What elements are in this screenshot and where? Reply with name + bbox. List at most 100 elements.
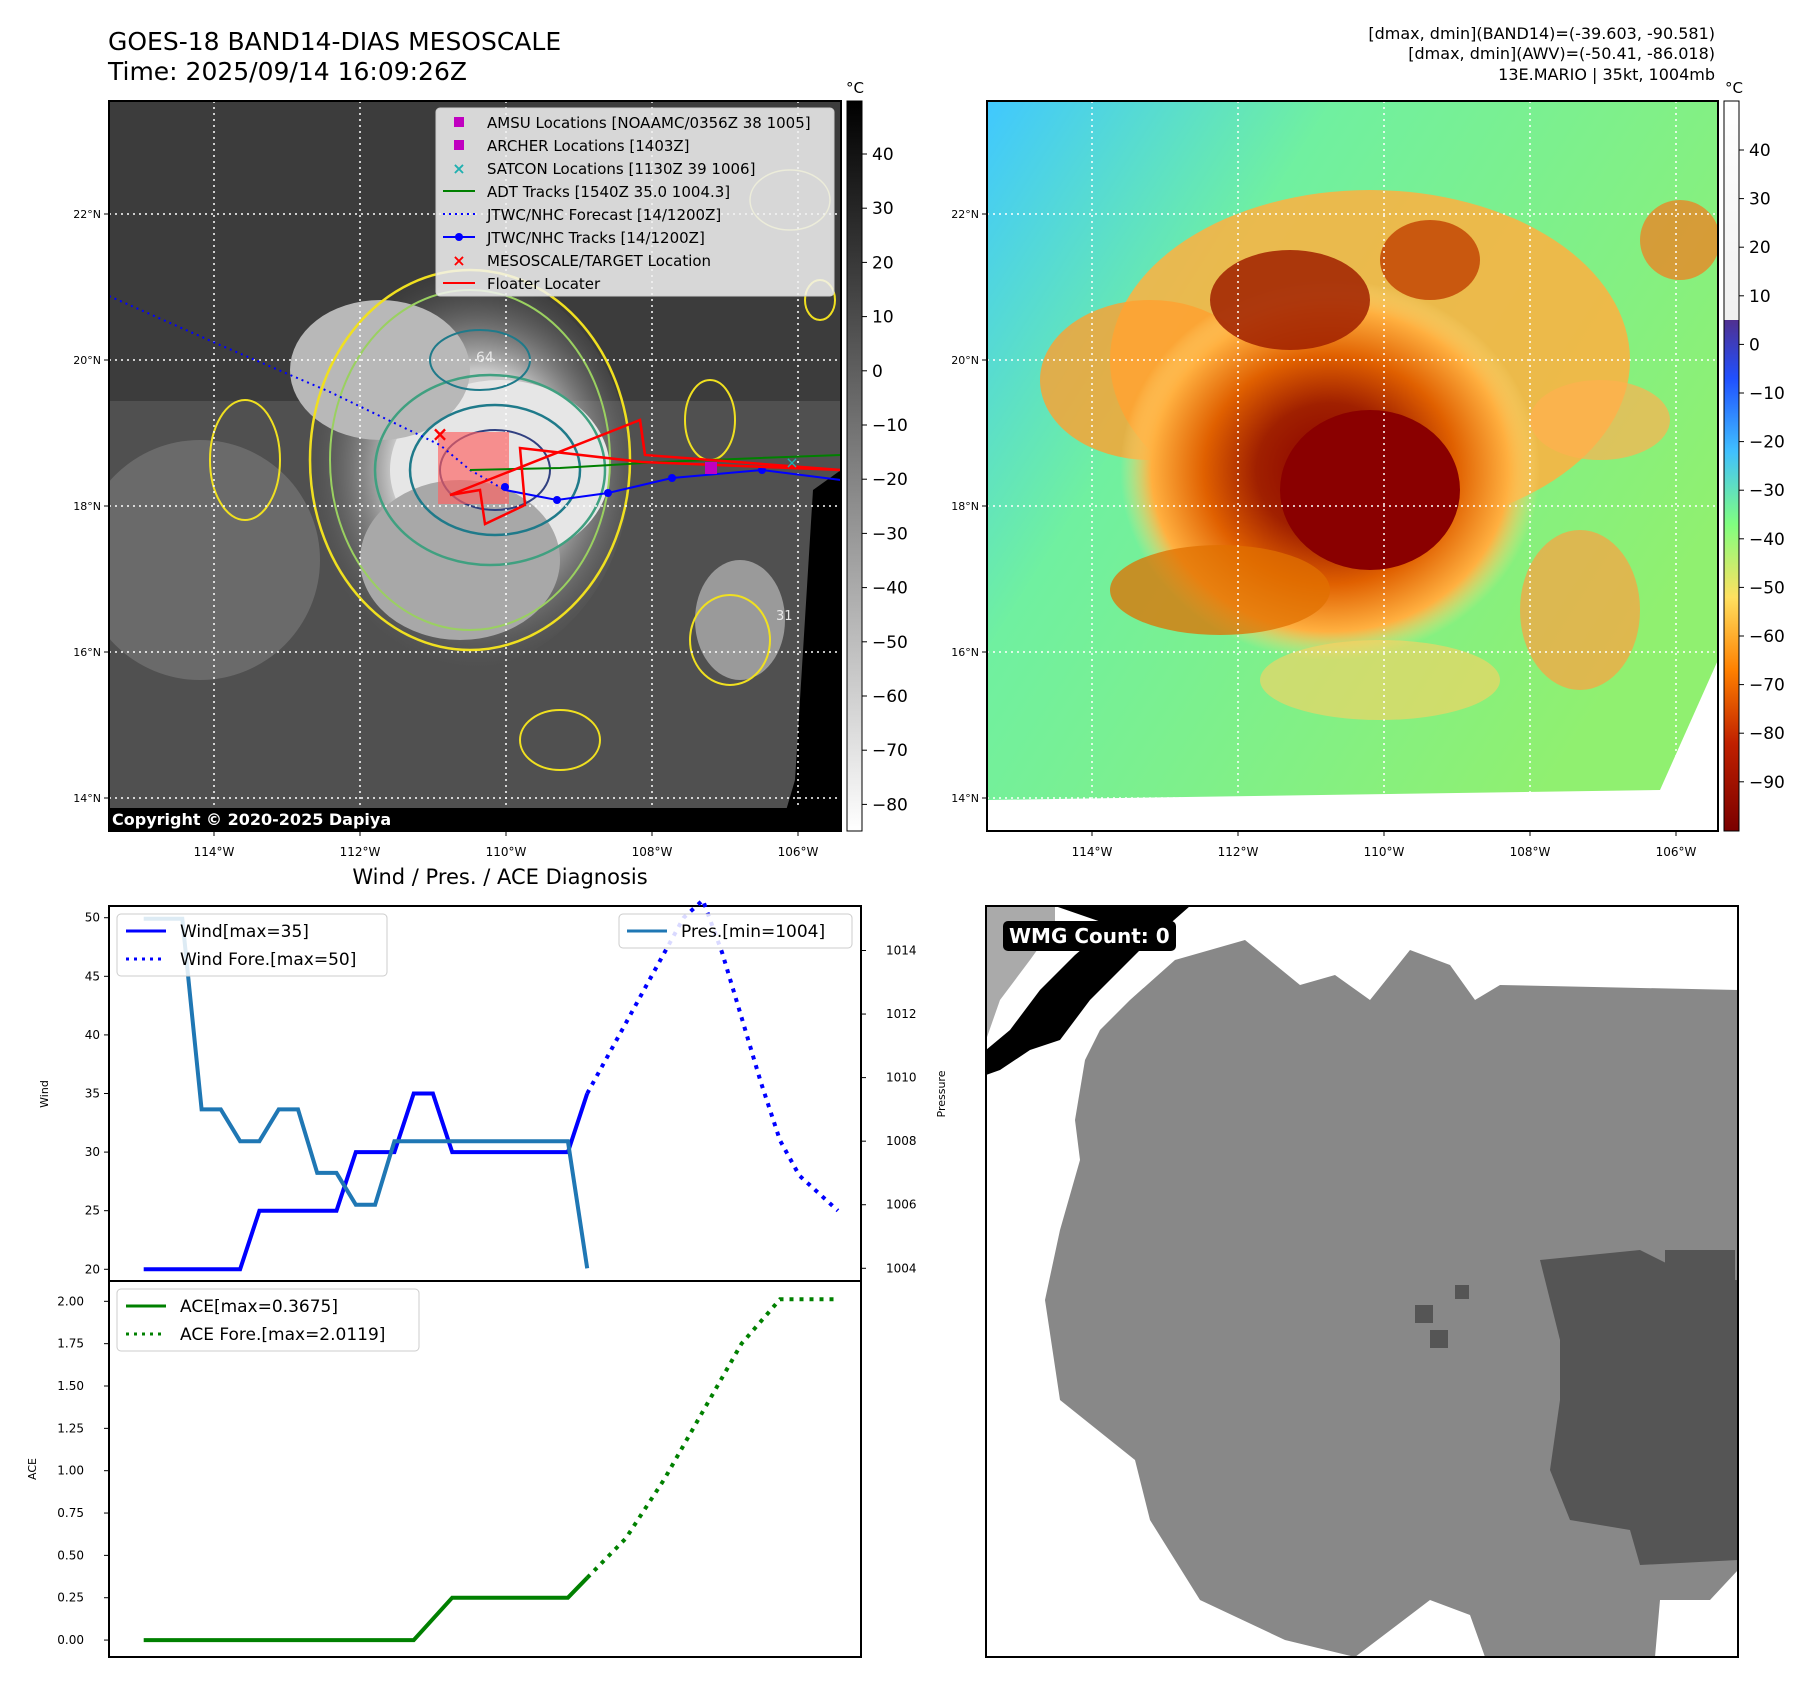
colorbar-tick-label: −70 bbox=[872, 741, 908, 761]
colorbar-tick-label: −80 bbox=[872, 795, 908, 815]
info-line3: 13E.MARIO | 35kt, 1004mb bbox=[1498, 65, 1715, 84]
wind-legend: Wind[max=35] Wind Fore.[max=50] bbox=[116, 913, 388, 977]
pressure-axis-label: Pressure bbox=[935, 1070, 948, 1117]
wind-ytick-label: 50 bbox=[85, 911, 100, 925]
info-line1: [dmax, dmin](BAND14)=(-39.603, -90.581) bbox=[1368, 24, 1715, 43]
ir-lon-label: 106°W bbox=[778, 845, 819, 859]
colorbar-tick-label: −70 bbox=[1749, 676, 1785, 696]
legend-marker: × bbox=[452, 251, 465, 270]
legend-marker bbox=[454, 117, 464, 127]
awv-lat-label: 18°N bbox=[951, 500, 979, 513]
colorbar-tick-label: 30 bbox=[872, 199, 894, 219]
wind-ytick-label: 30 bbox=[85, 1145, 100, 1159]
legend-marker bbox=[454, 140, 464, 150]
pres-ytick-label: 1008 bbox=[886, 1134, 917, 1148]
legend-wind: Wind[max=35] bbox=[180, 922, 309, 942]
ir-lat-label: 20°N bbox=[73, 354, 101, 367]
ir-colorbar bbox=[846, 100, 863, 832]
wind-ytick-label: 40 bbox=[85, 1028, 100, 1042]
colorbar-tick-label: −60 bbox=[1749, 627, 1785, 647]
awv-lon-label: 108°W bbox=[1510, 845, 1551, 859]
pres-ytick-label: 1006 bbox=[886, 1198, 917, 1212]
awv-colorbar bbox=[1723, 100, 1740, 832]
diagnosis-title: Wind / Pres. / ACE Diagnosis bbox=[352, 865, 647, 889]
ace-series-line-1 bbox=[585, 1297, 838, 1580]
awv-lon-label: 112°W bbox=[1218, 845, 1259, 859]
legend-ace-fore: ACE Fore.[max=2.0119] bbox=[180, 1325, 385, 1345]
wind-ytick-label: 35 bbox=[85, 1087, 100, 1101]
wind-axis-label: Wind bbox=[38, 1080, 51, 1108]
series-line-0 bbox=[143, 1091, 590, 1272]
pres-ytick-label: 1004 bbox=[886, 1261, 917, 1275]
ir-colorbar-unit: °C bbox=[846, 79, 864, 97]
ace-ytick-label: 1.25 bbox=[57, 1421, 84, 1435]
wind-ytick-label: 20 bbox=[85, 1262, 100, 1276]
colorbar-tick-label: 40 bbox=[1749, 141, 1771, 161]
legend-marker: × bbox=[452, 159, 465, 178]
ace-ytick-label: 1.50 bbox=[57, 1379, 84, 1393]
wind-ytick-label: 25 bbox=[85, 1204, 100, 1218]
colorbar-tick-label: 0 bbox=[872, 362, 883, 382]
ir-lon-label: 112°W bbox=[340, 845, 381, 859]
pres-legend: Pres.[min=1004] bbox=[618, 913, 853, 949]
colorbar-tick-label: 20 bbox=[1749, 238, 1771, 258]
awv-lat-label: 14°N bbox=[951, 792, 979, 805]
ir-lat-label: 22°N bbox=[73, 208, 101, 221]
colorbar-tick-label: −90 bbox=[1749, 773, 1785, 793]
ir-lon-label: 108°W bbox=[632, 845, 673, 859]
ir-lon-label: 110°W bbox=[486, 845, 527, 859]
ace-axis-label: ACE bbox=[26, 1458, 39, 1480]
legend-label: ARCHER Locations [1403Z] bbox=[487, 137, 690, 155]
awv-lon-label: 114°W bbox=[1072, 845, 1113, 859]
colorbar-tick-label: −50 bbox=[1749, 578, 1785, 598]
colorbar-tick-label: −30 bbox=[872, 524, 908, 544]
legend-label: JTWC/NHC Forecast [14/1200Z] bbox=[486, 206, 721, 224]
awv-map bbox=[987, 101, 1718, 831]
awv-lat-label: 20°N bbox=[951, 354, 979, 367]
wmg-map bbox=[985, 905, 1739, 1658]
contour-label-64: 64 bbox=[476, 350, 494, 366]
awv-lat-label: 16°N bbox=[951, 646, 979, 659]
legend-ace: ACE[max=0.3675] bbox=[180, 1297, 338, 1317]
legend-wind-fore: Wind Fore.[max=50] bbox=[180, 950, 356, 970]
colorbar-tick-label: 20 bbox=[872, 253, 894, 273]
awv-lat-label: 22°N bbox=[951, 208, 979, 221]
legend-label: AMSU Locations [NOAAMC/0356Z 38 1005] bbox=[487, 114, 811, 132]
colorbar-tick-label: −80 bbox=[1749, 724, 1785, 744]
colorbar-tick-label: 30 bbox=[1749, 190, 1771, 210]
legend-label: ADT Tracks [1540Z 35.0 1004.3] bbox=[487, 183, 730, 201]
ace-ytick-label: 0.75 bbox=[57, 1506, 84, 1520]
awv-lon-label: 110°W bbox=[1364, 845, 1405, 859]
legend-pres: Pres.[min=1004] bbox=[681, 922, 825, 942]
legend-label: MESOSCALE/TARGET Location bbox=[487, 252, 711, 270]
ace-ytick-label: 1.75 bbox=[57, 1337, 84, 1351]
ir-lat-label: 14°N bbox=[73, 792, 101, 805]
colorbar-tick-label: −40 bbox=[872, 579, 908, 599]
colorbar-tick-label: −10 bbox=[872, 416, 908, 436]
colorbar-tick-label: 40 bbox=[872, 145, 894, 165]
colorbar-tick-label: 10 bbox=[1749, 287, 1771, 307]
series-line-1 bbox=[585, 896, 840, 1213]
ace-ytick-label: 0.00 bbox=[57, 1633, 84, 1647]
ace-ytick-label: 0.25 bbox=[57, 1591, 84, 1605]
series-line-2 bbox=[143, 916, 590, 1269]
colorbar-tick-label: −10 bbox=[1749, 384, 1785, 404]
pres-ytick-label: 1010 bbox=[886, 1071, 917, 1085]
pres-ytick-label: 1012 bbox=[886, 1007, 917, 1021]
info-line2: [dmax, dmin](AWV)=(-50.41, -86.018) bbox=[1408, 44, 1715, 63]
colorbar-tick-label: 10 bbox=[872, 308, 894, 328]
awv-colorbar-unit: °C bbox=[1725, 79, 1743, 97]
ace-ytick-label: 1.00 bbox=[57, 1464, 84, 1478]
colorbar-tick-label: −50 bbox=[872, 633, 908, 653]
ir-lon-label: 114°W bbox=[194, 845, 235, 859]
colorbar-tick-label: 0 bbox=[1749, 335, 1760, 355]
figure-title-line2: Time: 2025/09/14 16:09:26Z bbox=[107, 57, 467, 86]
wind-ytick-label: 45 bbox=[85, 969, 100, 983]
colorbar-tick-label: −20 bbox=[872, 470, 908, 490]
pres-ytick-label: 1014 bbox=[886, 943, 917, 957]
ace-ytick-label: 2.00 bbox=[57, 1294, 84, 1308]
legend-label: JTWC/NHC Tracks [14/1200Z] bbox=[486, 229, 705, 247]
awv-lon-label: 106°W bbox=[1656, 845, 1697, 859]
figure-title-line1: GOES-18 BAND14-DIAS MESOSCALE bbox=[108, 27, 561, 56]
ace-series-line-0 bbox=[143, 1576, 589, 1643]
